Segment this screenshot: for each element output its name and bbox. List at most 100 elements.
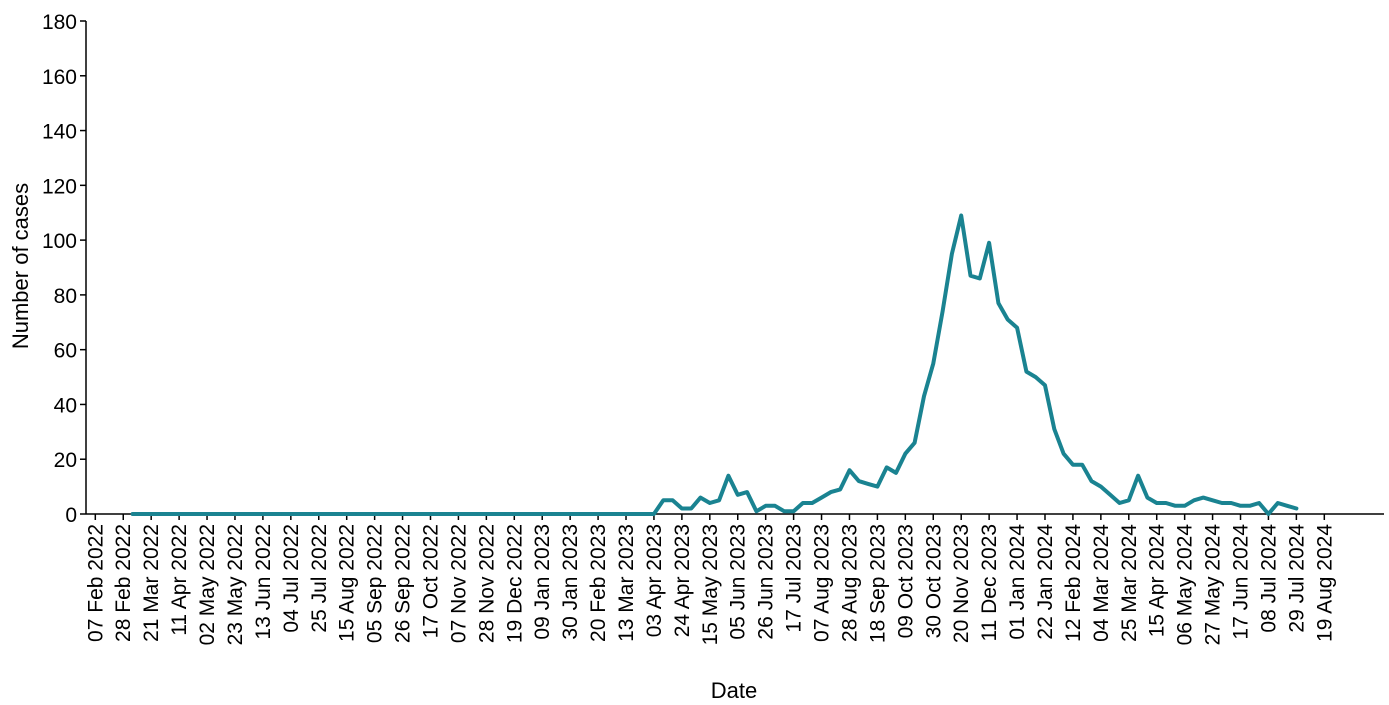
series-line [130,213,1299,516]
data-point [951,253,953,255]
data-point [960,214,962,217]
data-point [457,513,459,515]
x-axis: 07 Feb 2022 28 Feb 2022 21 Mar 2022 11 Apr … [84,513,1384,646]
data-point [1174,505,1176,507]
x-tick-label: 04 Mar 2024 [1090,524,1113,642]
data-point [774,505,776,507]
data-point [681,507,683,510]
data-point [215,513,217,515]
x-tick-label: 03 Apr 2023 [643,524,666,637]
data-point [178,513,180,515]
x-tick-label: 07 Feb 2022 [84,524,107,642]
data-point [290,513,292,515]
data-point [886,466,888,468]
data-point [783,510,785,512]
data-point [467,513,469,515]
y-axis: 0 20 40 60 80 100 120 140 160 180 [42,11,87,527]
x-tick-label: 04 Jul 2022 [280,524,303,633]
data-point [439,513,441,515]
x-tick-label: 06 May 2024 [1174,524,1197,646]
data-point [234,513,236,515]
data-point [979,277,981,280]
x-tick-label: 08 Jul 2024 [1257,524,1280,633]
data-point [709,502,711,504]
x-tick-label: 02 May 2022 [196,524,219,645]
data-point [969,275,972,277]
data-point [867,483,869,485]
data-point [793,510,795,512]
x-tick-label: 26 Sep 2022 [392,524,415,643]
data-point [569,513,571,515]
data-point [187,513,189,515]
data-point [1016,327,1018,329]
data-point [355,513,357,515]
data-point [746,491,748,493]
data-point [1118,502,1121,504]
y-tick-label: 0 [65,504,77,527]
data-point [336,513,338,515]
x-tick-label: 25 Mar 2024 [1118,524,1141,642]
x-tick-label: 01 Jan 2024 [1006,524,1029,640]
x-tick-label: 19 Dec 2022 [503,524,526,643]
x-tick-label: 11 Apr 2022 [168,524,191,636]
x-tick-label: 05 Sep 2022 [364,524,387,643]
data-point [429,513,432,515]
y-tick-label: 100 [42,230,77,253]
data-point [364,513,366,515]
x-tick-label: 13 Jun 2022 [252,524,275,640]
data-point [625,513,627,515]
data-point [848,469,851,471]
data-point [672,499,674,501]
data-point [727,475,730,477]
data-point [523,513,525,515]
x-tick-label: 09 Oct 2023 [894,524,917,638]
x-tick-label: 17 Jun 2024 [1230,524,1253,640]
data-point [914,442,916,444]
data-point [1249,505,1251,507]
x-tick-label: 09 Jan 2023 [531,524,554,640]
data-point [1090,480,1093,482]
data-point [513,513,515,515]
x-tick-label: 20 Feb 2023 [587,524,610,642]
x-tick-label: 12 Feb 2024 [1062,524,1085,642]
data-point [1081,464,1083,466]
data-point [988,242,990,244]
data-point [662,499,664,501]
data-point [1146,497,1148,499]
data-point [1184,505,1186,507]
x-tick-label: 20 Nov 2023 [950,524,973,643]
data-point [495,513,497,515]
x-tick-label: 21 Mar 2022 [140,524,163,642]
series-cases [130,213,1299,516]
data-point [616,513,618,515]
data-point [830,491,832,493]
y-tick-label: 20 [54,449,77,472]
data-point [159,513,162,515]
data-point [383,513,385,515]
x-tick-label: 23 May 2022 [224,524,247,645]
data-point [802,502,804,504]
data-point [653,513,655,515]
x-tick-label: 07 Aug 2023 [811,524,834,642]
y-axis-title: Number of cases [8,183,33,349]
data-point [541,513,543,515]
x-tick-label: 30 Jan 2023 [559,524,582,640]
data-point [811,502,813,504]
data-point [765,505,767,507]
data-point [1035,376,1037,378]
data-point [1063,453,1065,455]
data-point [839,488,841,490]
data-point [904,453,906,455]
data-point [262,513,264,515]
data-point [299,513,301,515]
data-point [1044,384,1046,386]
data-point [560,513,562,515]
x-tick-label: 19 Aug 2024 [1313,524,1336,642]
y-tick-label: 160 [42,66,77,89]
data-point [485,513,487,515]
data-point [271,513,273,515]
data-point [1137,475,1139,477]
x-tick-label: 22 Jan 2024 [1034,524,1057,640]
data-point [876,486,879,488]
